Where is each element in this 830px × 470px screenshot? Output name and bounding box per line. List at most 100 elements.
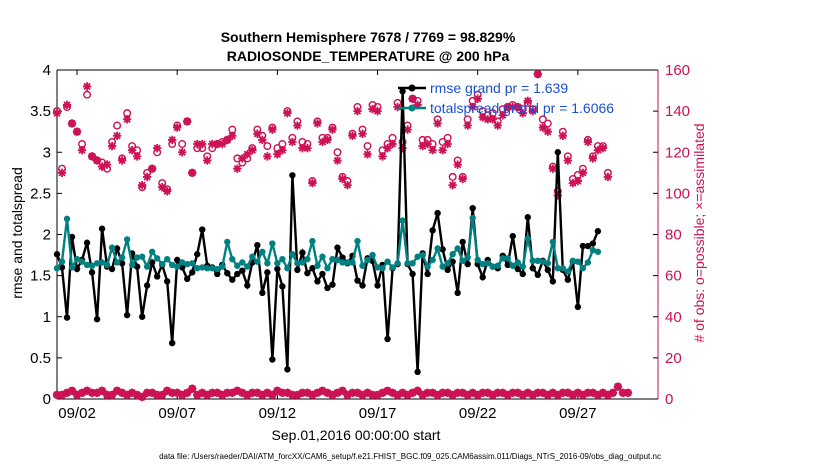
totalspread-point — [194, 265, 201, 272]
x-tick-label: 09/12 — [259, 405, 297, 422]
obs-assimilated-marker — [598, 388, 608, 398]
obs-assimilated-marker — [403, 125, 412, 134]
rmse-point — [284, 366, 291, 373]
obs-assimilated-marker — [308, 178, 317, 188]
rmse-point — [68, 233, 76, 241]
obs-assimilated-marker — [62, 388, 72, 398]
rmse-point — [579, 242, 587, 250]
rmse-point — [339, 254, 346, 261]
y-tick-label: 2.5 — [30, 185, 51, 202]
x-tick-label: 09/07 — [158, 405, 196, 422]
obs-assimilated-marker — [328, 125, 337, 134]
rmse-point — [224, 269, 231, 277]
rmse-point — [143, 282, 151, 289]
obs-assimilated-marker — [208, 139, 217, 149]
obs-assimilated-marker — [578, 168, 588, 178]
totalspread-point — [73, 255, 81, 263]
y-tick-label: 1.5 — [30, 268, 51, 285]
totalspread-point — [484, 260, 491, 267]
totalspread-point — [364, 256, 371, 264]
obs-assimilated-marker — [443, 388, 452, 398]
rmse-point — [414, 368, 421, 376]
totalspread-point — [469, 214, 476, 222]
rmse-point — [444, 266, 451, 274]
obs-assimilated-marker — [162, 187, 172, 196]
obs-assimilated-marker — [368, 390, 377, 400]
obs-assimilated-marker — [318, 386, 327, 395]
totalspread-point — [339, 259, 346, 266]
obs-assimilated-marker — [198, 388, 207, 398]
obs-assimilated-marker — [258, 135, 267, 145]
y-tick-label: 4 — [43, 62, 51, 79]
totalspread-point — [229, 255, 236, 263]
obs-assimilated-marker — [573, 176, 583, 186]
rmse-point — [229, 276, 236, 283]
obs-assimilated-marker — [137, 392, 147, 402]
rmse-point — [354, 277, 361, 284]
obs-assimilated-marker — [528, 106, 537, 116]
obs-assimilated-marker — [318, 137, 327, 147]
totalspread-point — [549, 238, 557, 246]
totalspread-point — [464, 254, 471, 261]
obs-assimilated-marker — [167, 388, 177, 398]
obs-assimilated-marker — [288, 137, 297, 147]
totalspread-point — [68, 264, 76, 271]
obs-assimilated-marker — [288, 390, 297, 400]
obs-assimilated-marker — [238, 388, 247, 398]
obs-assimilated-marker — [338, 174, 347, 184]
rmse-point — [98, 225, 106, 232]
obs-assimilated-marker — [588, 388, 598, 398]
totalspread-point — [83, 261, 91, 269]
obs-assimilated-marker — [132, 390, 142, 400]
obs-assimilated-marker — [403, 390, 412, 400]
totalspread-point — [168, 261, 176, 269]
totalspread-point — [239, 259, 246, 266]
rmse-point — [73, 265, 81, 273]
rmse-point — [374, 282, 381, 289]
obs-assimilated-marker — [87, 152, 97, 161]
totalspread-point — [88, 262, 96, 269]
rmse-point — [108, 265, 116, 273]
totalspread-point — [284, 265, 291, 272]
totalspread-point — [199, 264, 206, 271]
totalspread-point — [429, 256, 436, 264]
obs-assimilated-marker — [142, 172, 152, 182]
totalspread-point — [334, 256, 341, 264]
obs-assimilated-marker — [458, 174, 467, 184]
obs-assimilated-marker — [483, 115, 492, 124]
totalspread-point — [524, 235, 531, 242]
obs-assimilated-marker — [82, 82, 92, 91]
obs-assimilated-marker — [478, 388, 487, 398]
totalspread-point — [264, 260, 271, 267]
rmse-point — [244, 282, 251, 289]
rmse-point — [409, 270, 416, 278]
obs-assimilated-marker — [107, 141, 117, 151]
rmse-point — [324, 284, 331, 292]
obs-assimilated-marker — [373, 390, 382, 400]
obs-assimilated-marker — [363, 388, 372, 398]
totalspread-point — [289, 251, 296, 258]
obs-assimilated-marker — [553, 390, 563, 400]
rmse-point — [194, 251, 201, 258]
plot-area: 00.511.522.533.5402040608010012014016009… — [30, 62, 690, 422]
obs-assimilated-marker — [188, 384, 197, 393]
totalspread-point — [439, 263, 446, 270]
totalspread-point — [143, 263, 151, 270]
rmse-point — [304, 269, 311, 277]
obs-assimilated-marker — [383, 143, 392, 153]
obs-assimilated-marker — [423, 139, 432, 149]
obs-assimilated-marker — [92, 156, 102, 165]
totalspread-point — [404, 260, 411, 267]
chart-subtitle: RADIOSONDE_TEMPERATURE @ 200 hPa — [227, 48, 510, 64]
obs-assimilated-marker — [263, 152, 272, 161]
rmse-point — [83, 239, 91, 246]
rmse-point — [269, 356, 276, 363]
totalspread-point — [344, 259, 351, 266]
totalspread-point — [559, 265, 567, 272]
obs-assimilated-marker — [383, 386, 392, 395]
obs-assimilated-marker — [453, 160, 462, 169]
obs-assimilated-marker — [473, 390, 482, 400]
totalspread-point — [529, 257, 536, 265]
totalspread-point — [479, 260, 486, 268]
obs-assimilated-marker — [503, 102, 512, 112]
